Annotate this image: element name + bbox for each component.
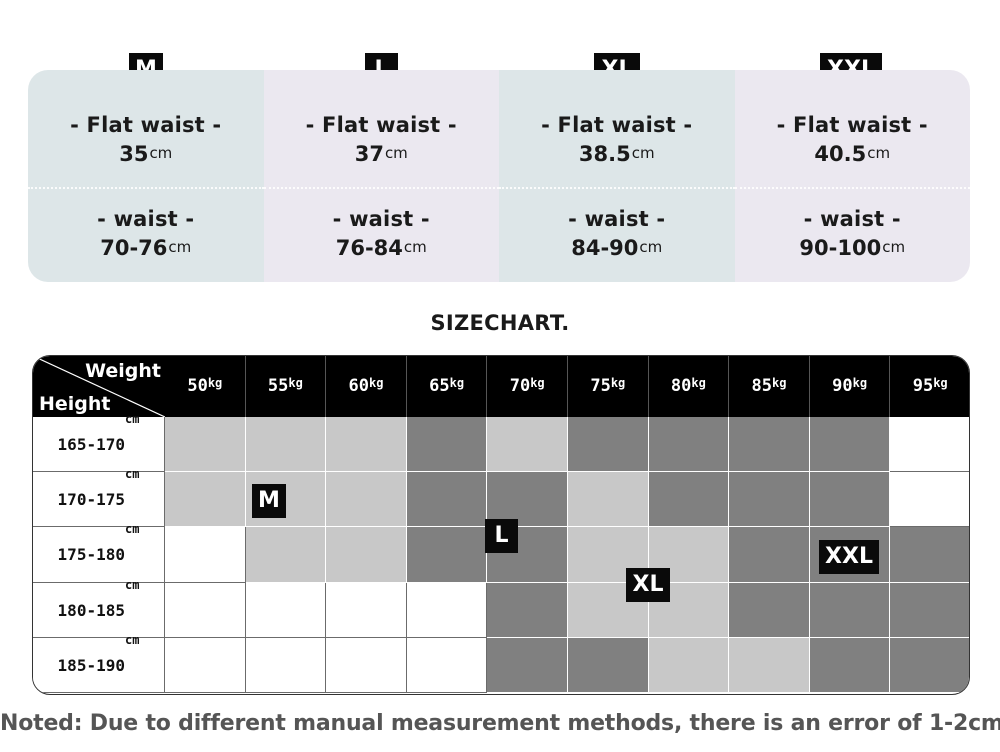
height-axis-label: Height (39, 393, 111, 415)
flat-waist-label: - Flat waist - (776, 113, 928, 137)
flat-waist-value: 35cm (119, 142, 173, 166)
grid-cell (487, 637, 568, 693)
grid-cell (245, 417, 327, 473)
grid-cell (890, 527, 969, 583)
grid-cell (809, 417, 891, 473)
grid-size-marker-m: M (252, 484, 286, 518)
grid-cell (890, 582, 969, 638)
grid-cell (326, 527, 407, 583)
weight-header-90: 90kg (809, 356, 891, 417)
weight-header-55: 55kg (245, 356, 327, 417)
grid-cell (809, 637, 891, 693)
grid-cell (890, 472, 969, 528)
size-card-xxl: - Flat waist - 40.5cm - waist - 90-100cm (734, 70, 970, 282)
weight-header-65: 65kg (406, 356, 488, 417)
grid-cell (568, 637, 649, 693)
waist-label: - waist - (803, 207, 901, 231)
grid-cell (406, 472, 488, 528)
grid-cell (406, 417, 488, 473)
grid-cell (729, 582, 810, 638)
weight-header-80: 80kg (648, 356, 730, 417)
grid-cell (648, 472, 730, 528)
grid-cell (406, 637, 488, 693)
flat-waist-label: - Flat waist - (541, 113, 693, 137)
grid-cell (487, 582, 568, 638)
flat-waist-value: 38.5cm (578, 142, 655, 166)
waist-value: 90-100cm (799, 236, 906, 260)
grid-cell (648, 637, 730, 693)
height-row-label: 175-180cm (33, 523, 165, 583)
size-grid: Weight Height 50kg 55kg 60kg 65kg 70kg 75kg 80… (32, 355, 970, 695)
grid-cell (568, 472, 649, 528)
grid-cell (245, 582, 327, 638)
size-card-l: - Flat waist - 37cm - waist - 76-84cm (263, 70, 499, 282)
grid-cell (809, 472, 891, 528)
grid-cell (406, 527, 488, 583)
grid-cell (487, 417, 568, 473)
waist-value: 70-76cm (100, 236, 192, 260)
grid-cell (165, 637, 246, 693)
divider (263, 187, 499, 189)
height-row-label: 170-175cm (33, 468, 165, 528)
weight-axis-label: Weight (85, 360, 161, 382)
size-chart-title: SIZECHART. (430, 311, 570, 335)
weight-header-95: 95kg (890, 356, 969, 417)
flat-waist-value: 40.5cm (814, 142, 891, 166)
grid-cell (890, 637, 969, 693)
flat-waist-value: 37cm (354, 142, 408, 166)
height-row-label: 185-190cm (33, 634, 165, 693)
grid-cell (326, 472, 407, 528)
grid-cell (326, 637, 407, 693)
measurement-note: Noted: Due to different manual measureme… (0, 711, 1000, 736)
grid-size-marker-xxl: XXL (819, 540, 879, 574)
diagonal-divider (33, 356, 165, 417)
waist-label: - waist - (568, 207, 666, 231)
grid-cell (809, 582, 891, 638)
divider (499, 187, 735, 189)
grid-cell (326, 417, 407, 473)
grid-size-marker-l: L (485, 519, 518, 553)
waist-value: 84-90cm (571, 236, 663, 260)
grid-cell (729, 472, 810, 528)
grid-cell (487, 472, 568, 528)
grid-cell (568, 417, 649, 473)
weight-header-85: 85kg (729, 356, 810, 417)
waist-label: - waist - (332, 207, 430, 231)
weight-header-50: 50kg (165, 356, 246, 417)
grid-cell (729, 527, 810, 583)
height-row-label: 165-170cm (33, 413, 165, 473)
grid-size-marker-xl: XL (626, 568, 670, 602)
flat-waist-label: - Flat waist - (70, 113, 222, 137)
grid-cell (729, 637, 810, 693)
size-card-m: - Flat waist - 35cm - waist - 70-76cm (28, 70, 264, 282)
flat-waist-label: - Flat waist - (305, 113, 457, 137)
grid-cell (165, 582, 246, 638)
grid-cell (648, 417, 730, 473)
grid-cell (165, 527, 246, 583)
grid-cell (890, 417, 969, 473)
waist-value: 76-84cm (335, 236, 427, 260)
divider (734, 187, 970, 189)
grid-cell (729, 417, 810, 473)
grid-cell (406, 582, 488, 638)
divider (28, 187, 264, 189)
grid-cell (326, 582, 407, 638)
waist-size-cards: - Flat waist - 35cm - waist - 70-76cm - … (28, 70, 970, 282)
grid-cell (165, 417, 246, 473)
height-row-label: 180-185cm (33, 579, 165, 638)
waist-label: - waist - (97, 207, 195, 231)
weight-header-75: 75kg (568, 356, 649, 417)
grid-corner-header: Weight Height (33, 356, 165, 417)
grid-cell (165, 472, 246, 528)
grid-cell (245, 527, 327, 583)
weight-header-70: 70kg (487, 356, 568, 417)
weight-header-60: 60kg (326, 356, 407, 417)
grid-cell (245, 637, 327, 693)
size-card-xl: - Flat waist - 38.5cm - waist - 84-90cm (499, 70, 735, 282)
